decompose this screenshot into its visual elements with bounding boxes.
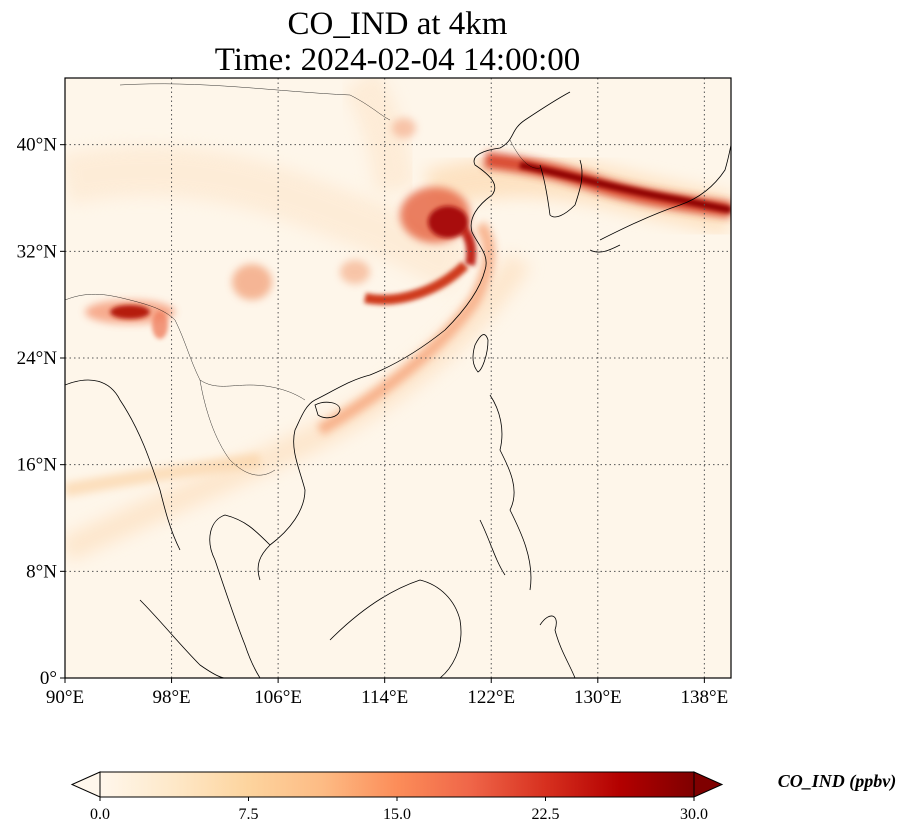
colorbar-ticks: 0.0 7.5 15.0 22.5 30.0 bbox=[90, 797, 708, 823]
lon-tick-label: 114°E bbox=[361, 687, 408, 708]
plot-title: CO_IND at 4km bbox=[287, 6, 508, 42]
colorbar-tick-label: 7.5 bbox=[239, 806, 259, 823]
colorbar-tick-label: 15.0 bbox=[383, 806, 411, 823]
lon-tick-label: 98°E bbox=[152, 687, 190, 708]
latitude-axis: 0° 8°N 16°N 24°N 32°N 40°N bbox=[17, 135, 65, 689]
colorbar-extend-min bbox=[70, 771, 101, 798]
lat-tick-label: 32°N bbox=[17, 241, 58, 262]
lat-tick-label: 40°N bbox=[17, 135, 58, 156]
colorbar: 0.0 7.5 15.0 22.5 30.0 CO_IND (ppbv) bbox=[70, 771, 897, 823]
concentration-map bbox=[65, 78, 731, 678]
lon-tick-label: 90°E bbox=[46, 687, 84, 708]
lat-tick-label: 16°N bbox=[17, 455, 58, 476]
plot-subtitle-time: Time: 2024-02-04 14:00:00 bbox=[214, 42, 581, 78]
colorbar-tick-label: 22.5 bbox=[532, 806, 560, 823]
lat-tick-label: 24°N bbox=[17, 348, 58, 369]
lat-tick-label: 8°N bbox=[26, 561, 57, 582]
colorbar-gradient bbox=[100, 772, 694, 797]
lon-tick-label: 130°E bbox=[574, 687, 622, 708]
lon-tick-label: 138°E bbox=[681, 687, 729, 708]
colorbar-label: CO_IND (ppbv) bbox=[778, 771, 897, 792]
colorbar-tick-label: 0.0 bbox=[90, 806, 110, 823]
gridlines bbox=[65, 78, 731, 678]
map-frame bbox=[64, 77, 732, 679]
country-borders bbox=[65, 83, 541, 476]
colorbar-extend-max bbox=[693, 771, 724, 798]
lon-tick-label: 122°E bbox=[467, 687, 515, 708]
lat-tick-label: 0° bbox=[40, 668, 57, 689]
colorbar-tick-label: 30.0 bbox=[680, 806, 708, 823]
longitude-axis: 90°E 98°E 106°E 114°E 122°E 130°E 138°E bbox=[46, 678, 728, 708]
lon-tick-label: 106°E bbox=[254, 687, 302, 708]
